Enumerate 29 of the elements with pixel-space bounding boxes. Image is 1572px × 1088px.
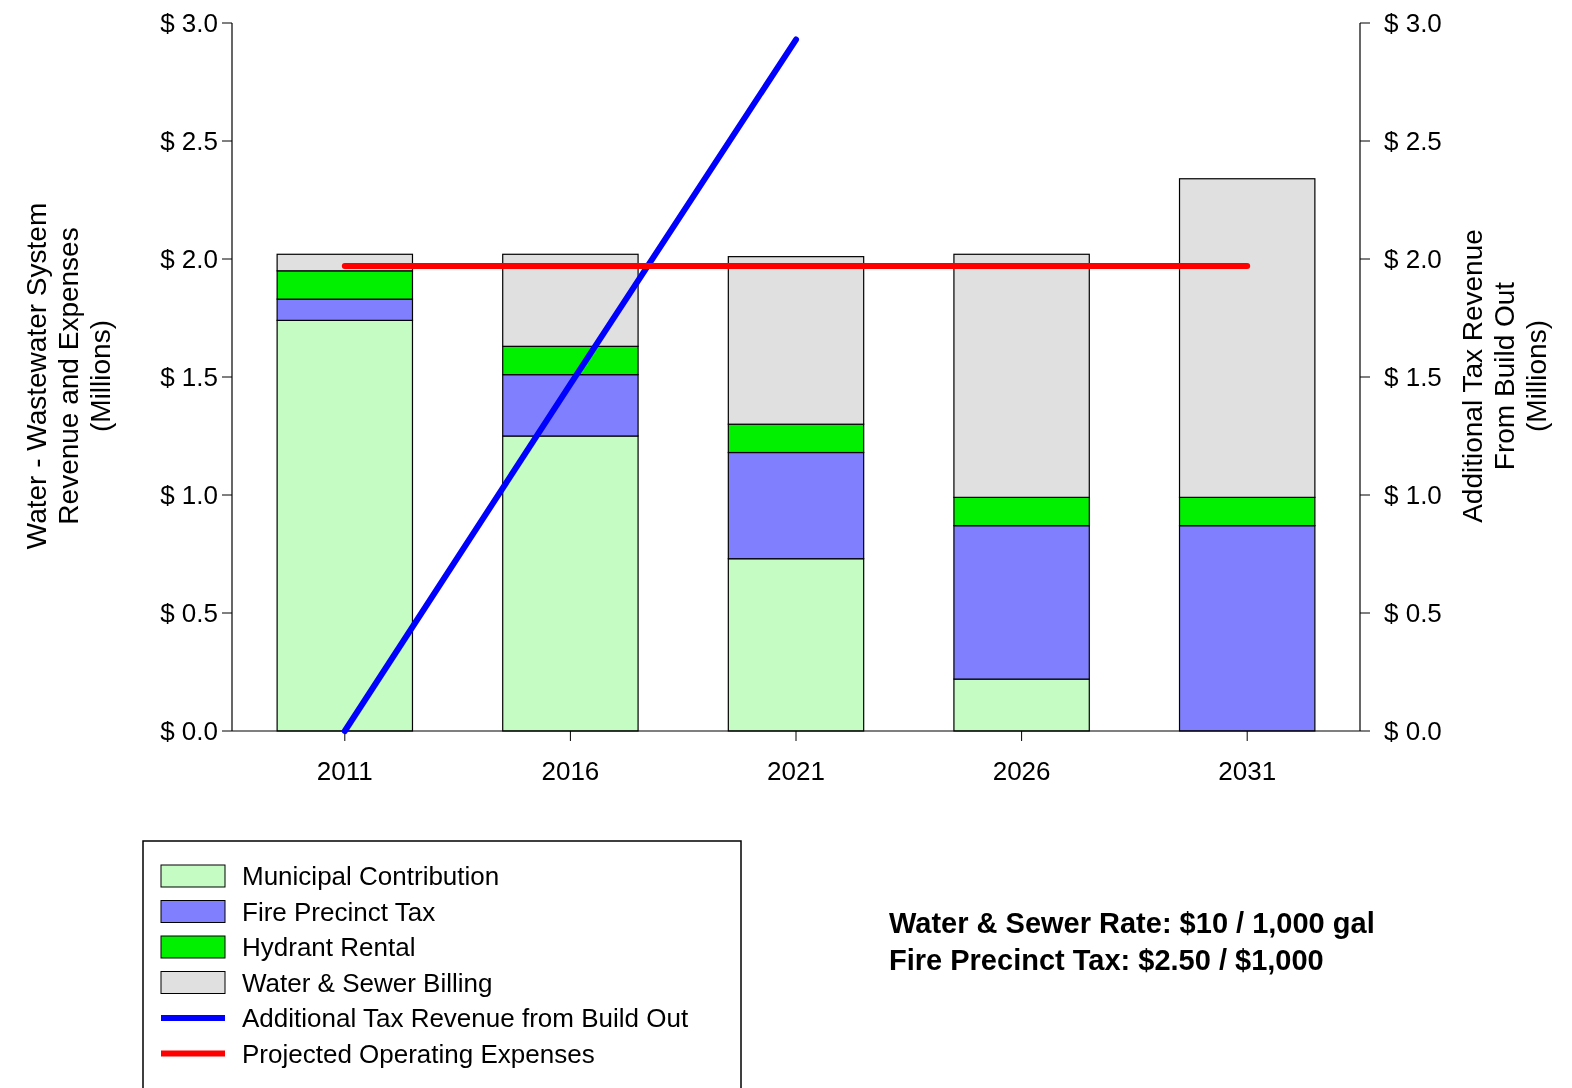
y-tick-label: $ 1.5 [160,362,218,392]
y-tick-label: $ 0.5 [160,598,218,628]
x-tick-label: 2031 [1218,756,1277,786]
y2-tick-label: $ 0.0 [1384,716,1442,746]
x-tick-label: 2026 [992,756,1051,786]
y-tick-label: $ 2.5 [160,126,218,156]
legend-label: Fire Precinct Tax [242,896,436,927]
y-tick-label: $ 2.0 [160,244,218,274]
y-tick-label: $ 3.0 [160,8,218,38]
y2-tick-label: $ 3.0 [1384,8,1442,38]
legend-label: Hydrant Rental [242,932,416,962]
y2-tick-label: $ 2.0 [1384,244,1442,274]
x-tick-label: 2021 [767,756,825,786]
text: Water & Sewer Rate: $10 / 1,000 gal [889,907,1375,939]
legend-label: Water & Sewer Billing [242,967,493,998]
y-axis-title: Water - Wastewater System Revenue and Expenses (Millions) [21,202,116,550]
text: Fire Precinct Tax: $2.50 / $1,000 [889,944,1324,976]
y2-axis-title: Additional Tax Revenue From Build Out (Millions) [1457,229,1552,523]
y2-tick-label: $ 1.5 [1384,362,1442,392]
y2-tick-label: $ 2.5 [1384,126,1442,156]
legend-label: Additional Tax Revenue from Build Out [242,1003,689,1033]
y-tick-label: $ 0.0 [160,716,218,746]
y-tick-label: $ 1.0 [160,480,218,510]
legend-label: Municipal Contribution [242,861,500,891]
y2-tick-label: $ 0.5 [1384,598,1442,628]
x-tick-label: 2016 [541,756,600,786]
y2-tick-label: $ 1.0 [1384,480,1442,510]
legend-label: Projected Operating Expenses [242,1038,595,1069]
x-tick-label: 2011 [316,756,373,786]
